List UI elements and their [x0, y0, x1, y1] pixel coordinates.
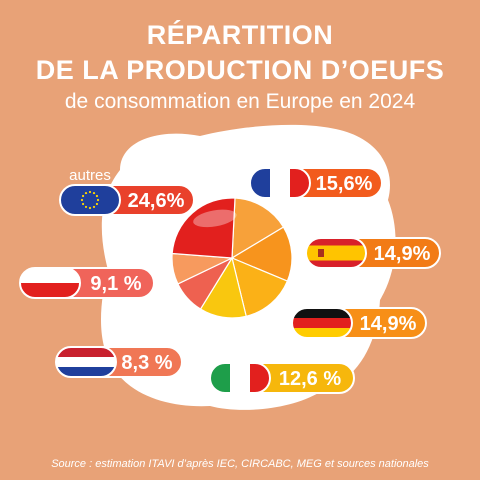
poland-flag-icon — [20, 268, 80, 298]
badge-france: 15,6% — [249, 167, 383, 199]
badge-allemagne: 14,9% — [291, 307, 427, 339]
value-label-allemagne: 14,9% — [360, 313, 417, 335]
pie-slice-allemagne — [231, 256, 289, 318]
badge-italie: 12,6 % — [209, 362, 355, 394]
value-label-france: 15,6% — [316, 173, 373, 195]
pie-slice-espagne — [230, 226, 293, 282]
value-label-pays-bas: 8,3 % — [121, 352, 172, 374]
source-note: Source : estimation ITAVI d’après IEC, C… — [51, 458, 429, 470]
spain-flag-icon — [306, 238, 366, 268]
badge-autres: 24,6% — [59, 184, 195, 216]
pie — [171, 197, 293, 319]
yolk-highlight — [193, 209, 237, 228]
value-label-italie: 12,6 % — [279, 368, 341, 390]
germany-flag-icon — [292, 308, 352, 338]
badge-pays-bas: 8,3 % — [55, 346, 183, 378]
pie-slice-france — [231, 197, 285, 260]
italy-flag-icon — [210, 363, 270, 393]
badge-pologne: 9,1 % — [19, 267, 155, 299]
autres-caption: autres — [69, 167, 111, 184]
eu-flag-icon — [60, 185, 120, 215]
title-line-1: RÉPARTITION — [146, 20, 334, 50]
badge-espagne: 14,9% — [305, 237, 441, 269]
title-line-2: DE LA PRODUCTION D’OEUFS — [35, 55, 445, 85]
subtitle: de consommation en Europe en 2024 — [64, 90, 416, 113]
pie-slice-autres — [171, 197, 236, 259]
value-label-pologne: 9,1 % — [90, 273, 141, 295]
value-label-autres: 24,6% — [128, 190, 185, 212]
value-label-espagne: 14,9% — [374, 243, 431, 265]
netherlands-flag-icon — [56, 347, 116, 377]
france-flag-icon — [250, 168, 310, 198]
